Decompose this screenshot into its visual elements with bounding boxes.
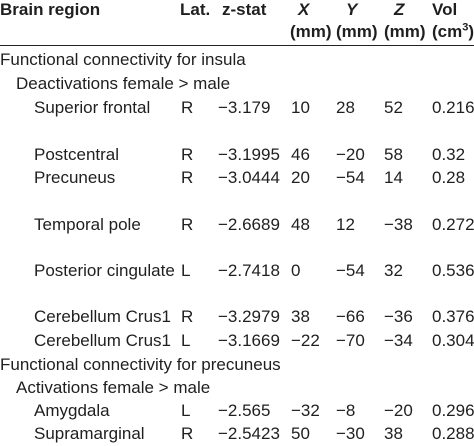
- subsection-label: Deactivations female > male: [16, 74, 231, 93]
- cell-y: −66: [336, 307, 365, 326]
- col-z-unit: (mm): [384, 22, 426, 41]
- table-row: Superior frontal R −3.179 10 28 52 0.216: [0, 96, 474, 120]
- cell-zstat: −2.565: [218, 401, 271, 420]
- section-label: Functional connectivity for precuneus: [0, 355, 281, 374]
- cell-y: 28: [336, 98, 355, 117]
- header-rule: [0, 45, 474, 46]
- cell-vol: 0.376: [432, 307, 474, 326]
- col-z: Z: [394, 0, 405, 19]
- cell-lat: R: [181, 98, 194, 117]
- table-row: Precuneus R −3.0444 20 −54 14 0.28: [0, 166, 474, 190]
- cell-region: Superior frontal: [34, 98, 151, 117]
- cell-zstat: −3.1669: [218, 331, 280, 350]
- cell-y: −20: [336, 145, 365, 164]
- cell-lat: R: [181, 145, 194, 164]
- cell-vol: 0.32: [432, 145, 466, 164]
- cell-lat: R: [181, 168, 194, 187]
- col-lat: Lat.: [180, 0, 211, 19]
- cell-x: 48: [291, 215, 310, 234]
- cell-y: −54: [336, 261, 365, 280]
- subsection-heading-insula: Deactivations female > male: [0, 72, 474, 96]
- cell-zstat: −2.6689: [218, 215, 280, 234]
- cell-x: −22: [291, 331, 320, 350]
- table-row: Cerebellum Crus1 R −3.2979 38 −66 −36 0.…: [0, 305, 474, 329]
- cell-z: 38: [384, 424, 403, 443]
- cell-z: −20: [384, 401, 413, 420]
- cell-z: 58: [384, 145, 403, 164]
- cell-region: Amygdala: [34, 401, 110, 420]
- table-row: Amygdala L −2.565 −32 −8 −20 0.296: [0, 399, 474, 423]
- cell-zstat: −2.5423: [218, 424, 280, 443]
- cell-lat: L: [181, 331, 191, 350]
- cell-region: Cerebellum Crus1: [34, 331, 171, 350]
- col-y: Y: [346, 0, 358, 19]
- cell-zstat: −3.179: [218, 98, 271, 117]
- cell-vol: 0.536: [432, 261, 474, 280]
- cell-x: 46: [291, 145, 310, 164]
- cell-zstat: −3.2979: [218, 307, 280, 326]
- cell-y: −70: [336, 331, 365, 350]
- cell-lat: L: [181, 261, 191, 280]
- col-brain-region: Brain region: [0, 0, 101, 19]
- cell-zstat: −3.1995: [218, 145, 280, 164]
- col-y-unit: (mm): [336, 22, 378, 41]
- cell-zstat: −2.7418: [218, 261, 280, 280]
- table-row: Postcentral R −3.1995 46 −20 58 0.32: [0, 143, 474, 167]
- cell-z: −34: [384, 331, 413, 350]
- section-heading-precuneus: Functional connectivity for precuneus: [0, 353, 474, 377]
- section-heading-insula: Functional connectivity for insula: [0, 48, 474, 72]
- cell-zstat: −3.0444: [218, 168, 280, 187]
- col-x: X: [298, 0, 310, 19]
- table-row: Cerebellum Crus1 L −3.1669 −22 −70 −34 0…: [0, 329, 474, 353]
- cell-z: 32: [384, 261, 403, 280]
- cell-region: Posterior cingulate: [34, 261, 175, 280]
- cell-region: Supramarginal: [34, 424, 145, 443]
- cell-y: 12: [336, 215, 355, 234]
- col-vol: Vol: [432, 0, 458, 19]
- col-zstat: z-stat: [222, 0, 267, 19]
- col-x-unit: (mm): [290, 22, 332, 41]
- cell-vol: 0.272: [432, 215, 474, 234]
- cell-y: −30: [336, 424, 365, 443]
- cell-lat: R: [181, 215, 194, 234]
- cell-region: Cerebellum Crus1: [34, 307, 171, 326]
- cell-vol: 0.288: [432, 424, 474, 443]
- cell-lat: L: [181, 401, 191, 420]
- cell-lat: R: [181, 424, 194, 443]
- cell-lat: R: [181, 307, 194, 326]
- subsection-heading-precuneus: Activations female > male: [0, 376, 474, 400]
- cell-z: −36: [384, 307, 413, 326]
- cell-x: 0: [291, 261, 301, 280]
- cell-x: 20: [291, 168, 310, 187]
- cell-x: 50: [291, 424, 310, 443]
- cell-vol: 0.216: [432, 98, 474, 117]
- table-header: Brain region Lat. z-stat X (mm) Y (mm) Z…: [0, 0, 474, 45]
- cell-region: Postcentral: [34, 145, 120, 164]
- table-row: Temporal pole R −2.6689 48 12 −38 0.272: [0, 213, 474, 237]
- cell-z: 14: [384, 168, 403, 187]
- section-label: Functional connectivity for insula: [0, 50, 246, 69]
- cell-y: −54: [336, 168, 365, 187]
- cell-z: 52: [384, 98, 403, 117]
- cell-region: Precuneus: [34, 168, 116, 187]
- col-vol-unit-close: ): [468, 22, 474, 41]
- table-row: Posterior cingulate L −2.7418 0 −54 32 0…: [0, 259, 474, 283]
- table-row: Supramarginal R −2.5423 50 −30 38 0.288: [0, 422, 474, 446]
- cell-vol: 0.304: [432, 331, 474, 350]
- col-vol-unit-text: (cm: [432, 22, 463, 41]
- cell-z: −38: [384, 215, 413, 234]
- cell-region: Temporal pole: [34, 215, 141, 234]
- cell-x: −32: [291, 401, 320, 420]
- col-vol-unit-sup: 3: [462, 21, 469, 34]
- cell-x: 10: [291, 98, 310, 117]
- cell-vol: 0.28: [432, 168, 466, 187]
- cell-x: 38: [291, 307, 310, 326]
- col-vol-unit: (cm3): [432, 22, 474, 41]
- cell-vol: 0.296: [432, 401, 474, 420]
- cell-y: −8: [336, 401, 356, 420]
- subsection-label: Activations female > male: [16, 378, 211, 397]
